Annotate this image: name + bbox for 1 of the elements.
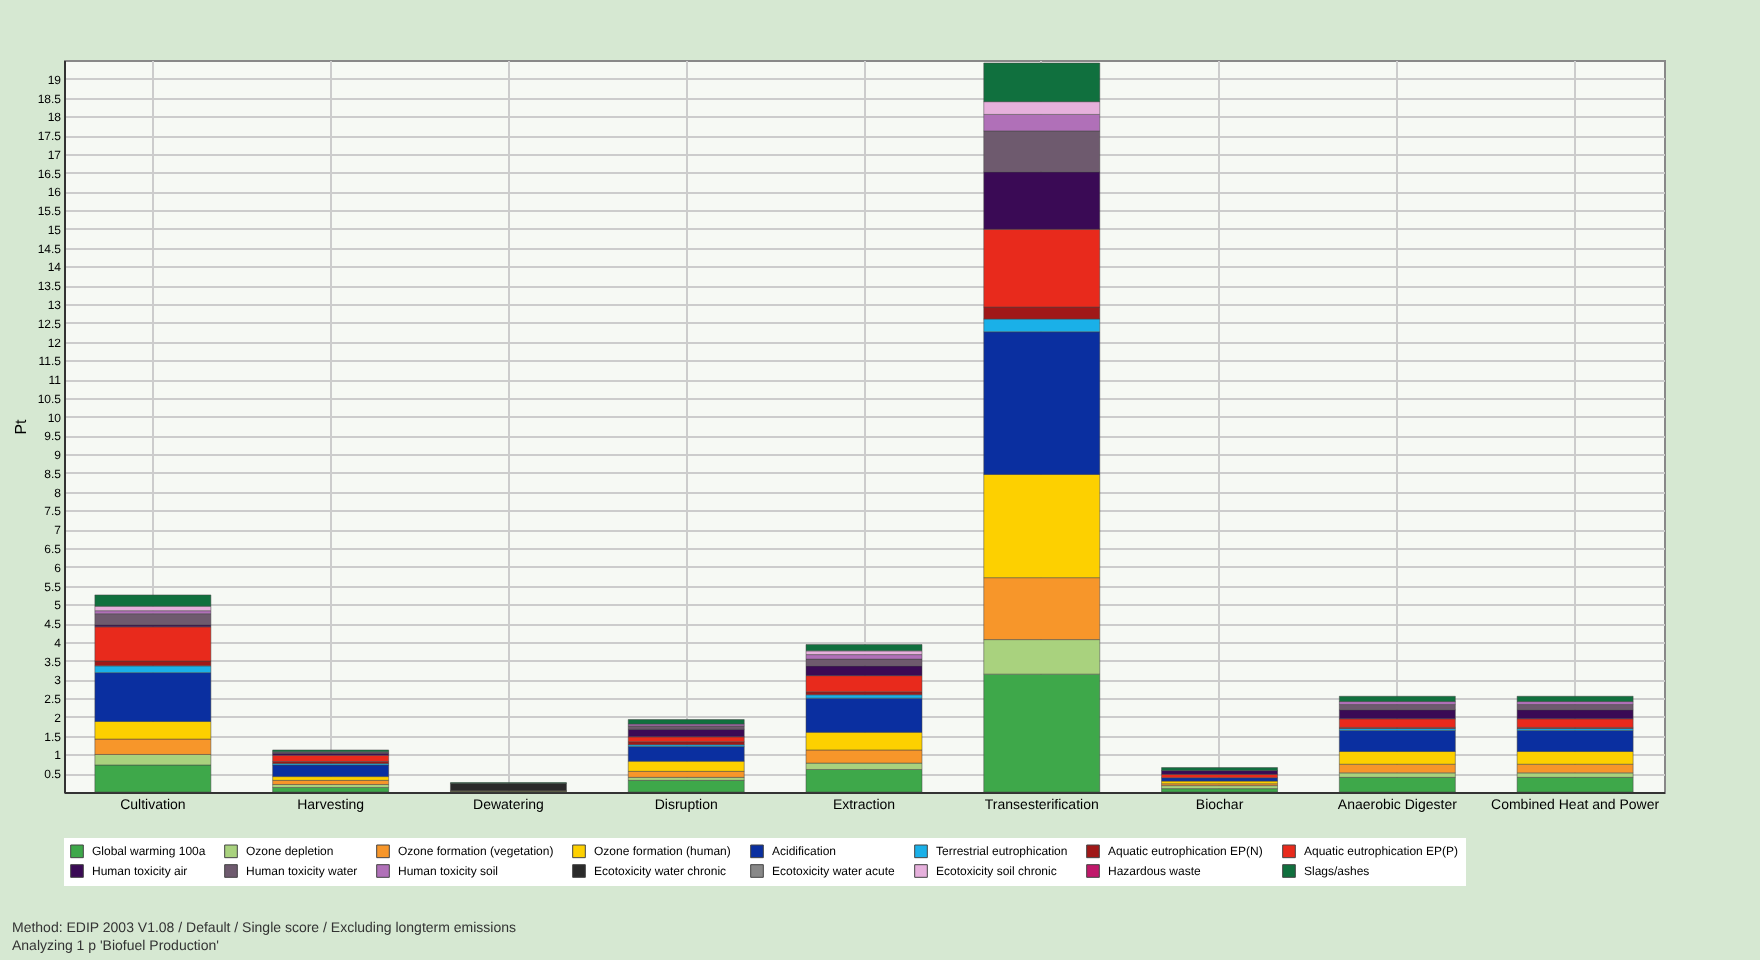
y-axis-title: Pt bbox=[11, 417, 30, 435]
